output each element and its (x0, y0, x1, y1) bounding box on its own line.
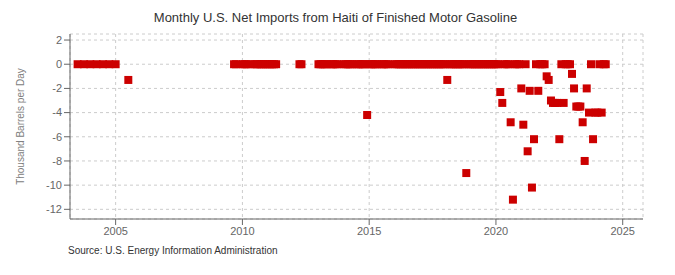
svg-text:-4: -4 (52, 106, 62, 118)
svg-text:0: 0 (56, 58, 62, 70)
svg-text:-10: -10 (46, 179, 62, 191)
html-text:Source: U.S. Energy Informatio: Source: U.S. Energy Information Administ… (68, 245, 278, 256)
html-text:Monthly U.S. Net Imports from: Monthly U.S. Net Imports from Haiti of F… (153, 10, 518, 25)
svg-text:Thousand Barrels per Day: Thousand Barrels per Day (15, 68, 26, 185)
svg-text:2025: 2025 (610, 225, 634, 237)
svg-text:-6: -6 (52, 131, 62, 143)
svg-text:2015: 2015 (357, 225, 381, 237)
svg-text:2020: 2020 (484, 225, 508, 237)
svg-text:2: 2 (56, 34, 62, 46)
svg-text:-8: -8 (52, 155, 62, 167)
svg-text:2005: 2005 (103, 225, 127, 237)
svg-text:-2: -2 (52, 82, 62, 94)
svg-text:2010: 2010 (230, 225, 254, 237)
svg-text:-12: -12 (46, 203, 62, 215)
